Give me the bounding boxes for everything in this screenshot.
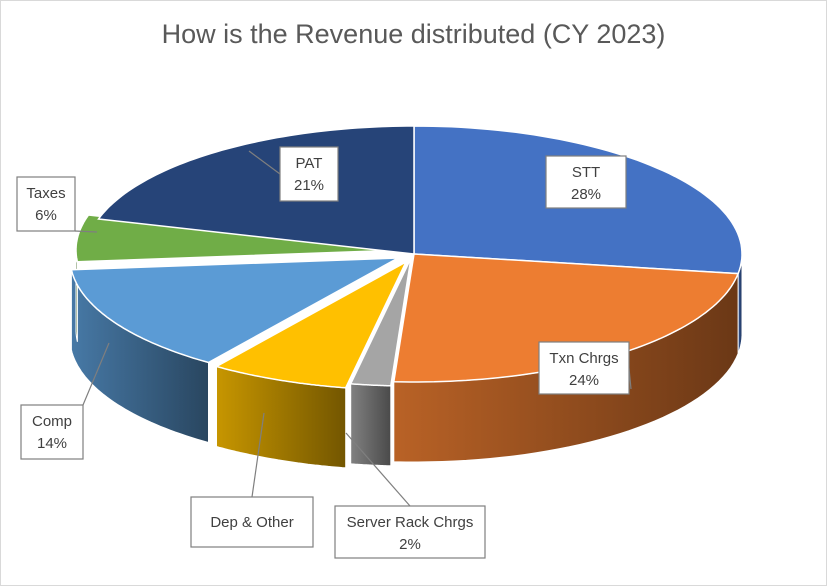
callout-category-label: Dep & Other [210,514,293,531]
callout-box [190,496,314,548]
pie-slice-comp [70,257,399,364]
callout-value-label: 14% [37,435,67,452]
data-label-pat: PAT 21% [248,146,339,202]
callout-box [545,155,627,209]
callout-value-label: 6% [35,207,57,224]
callout-category-label: Comp [32,413,72,430]
callout-leader [82,342,110,406]
callout-value-label: 24% [569,372,599,389]
callout-box [538,341,630,395]
callout-box [334,505,486,559]
data-label-txn-chrgs: Txn Chrgs 24% [538,341,632,395]
data-label-taxes: Taxes 6% [16,176,98,233]
callout-category-label: Server Rack Chrgs [347,514,474,531]
callout-leader [345,432,411,507]
callout-box [279,146,339,202]
callout-leader [248,150,281,175]
callout-leader [74,230,98,233]
data-label-comp: Comp 14% [20,342,110,460]
callout-category-label: PAT [296,155,323,172]
data-label-stt: STT 28% [545,155,627,209]
data-label-dep-other: Dep & Other [190,412,314,548]
pie-slice-server-rack-chrgs [349,257,412,387]
data-label-server-rack-chrgs: Server Rack Chrgs 2% [334,432,486,559]
callout-value-label: 2% [399,536,421,553]
callout-value-label: 21% [294,177,324,194]
pie-side-server-rack-chrgs [350,383,392,467]
pie-slice-taxes [75,214,405,263]
callout-category-label: Taxes [26,185,65,202]
pie-side-taxes [75,250,78,342]
callout-category-label: STT [572,164,600,181]
callout-box [16,176,76,232]
callout-leader [251,412,265,498]
pie-slice-dep-other [214,260,408,389]
callout-category-label: Txn Chrgs [549,350,618,367]
chart-title: How is the Revenue distributed (CY 2023) [161,19,666,49]
callout-value-label: 28% [571,186,601,203]
callout-box [20,404,84,460]
